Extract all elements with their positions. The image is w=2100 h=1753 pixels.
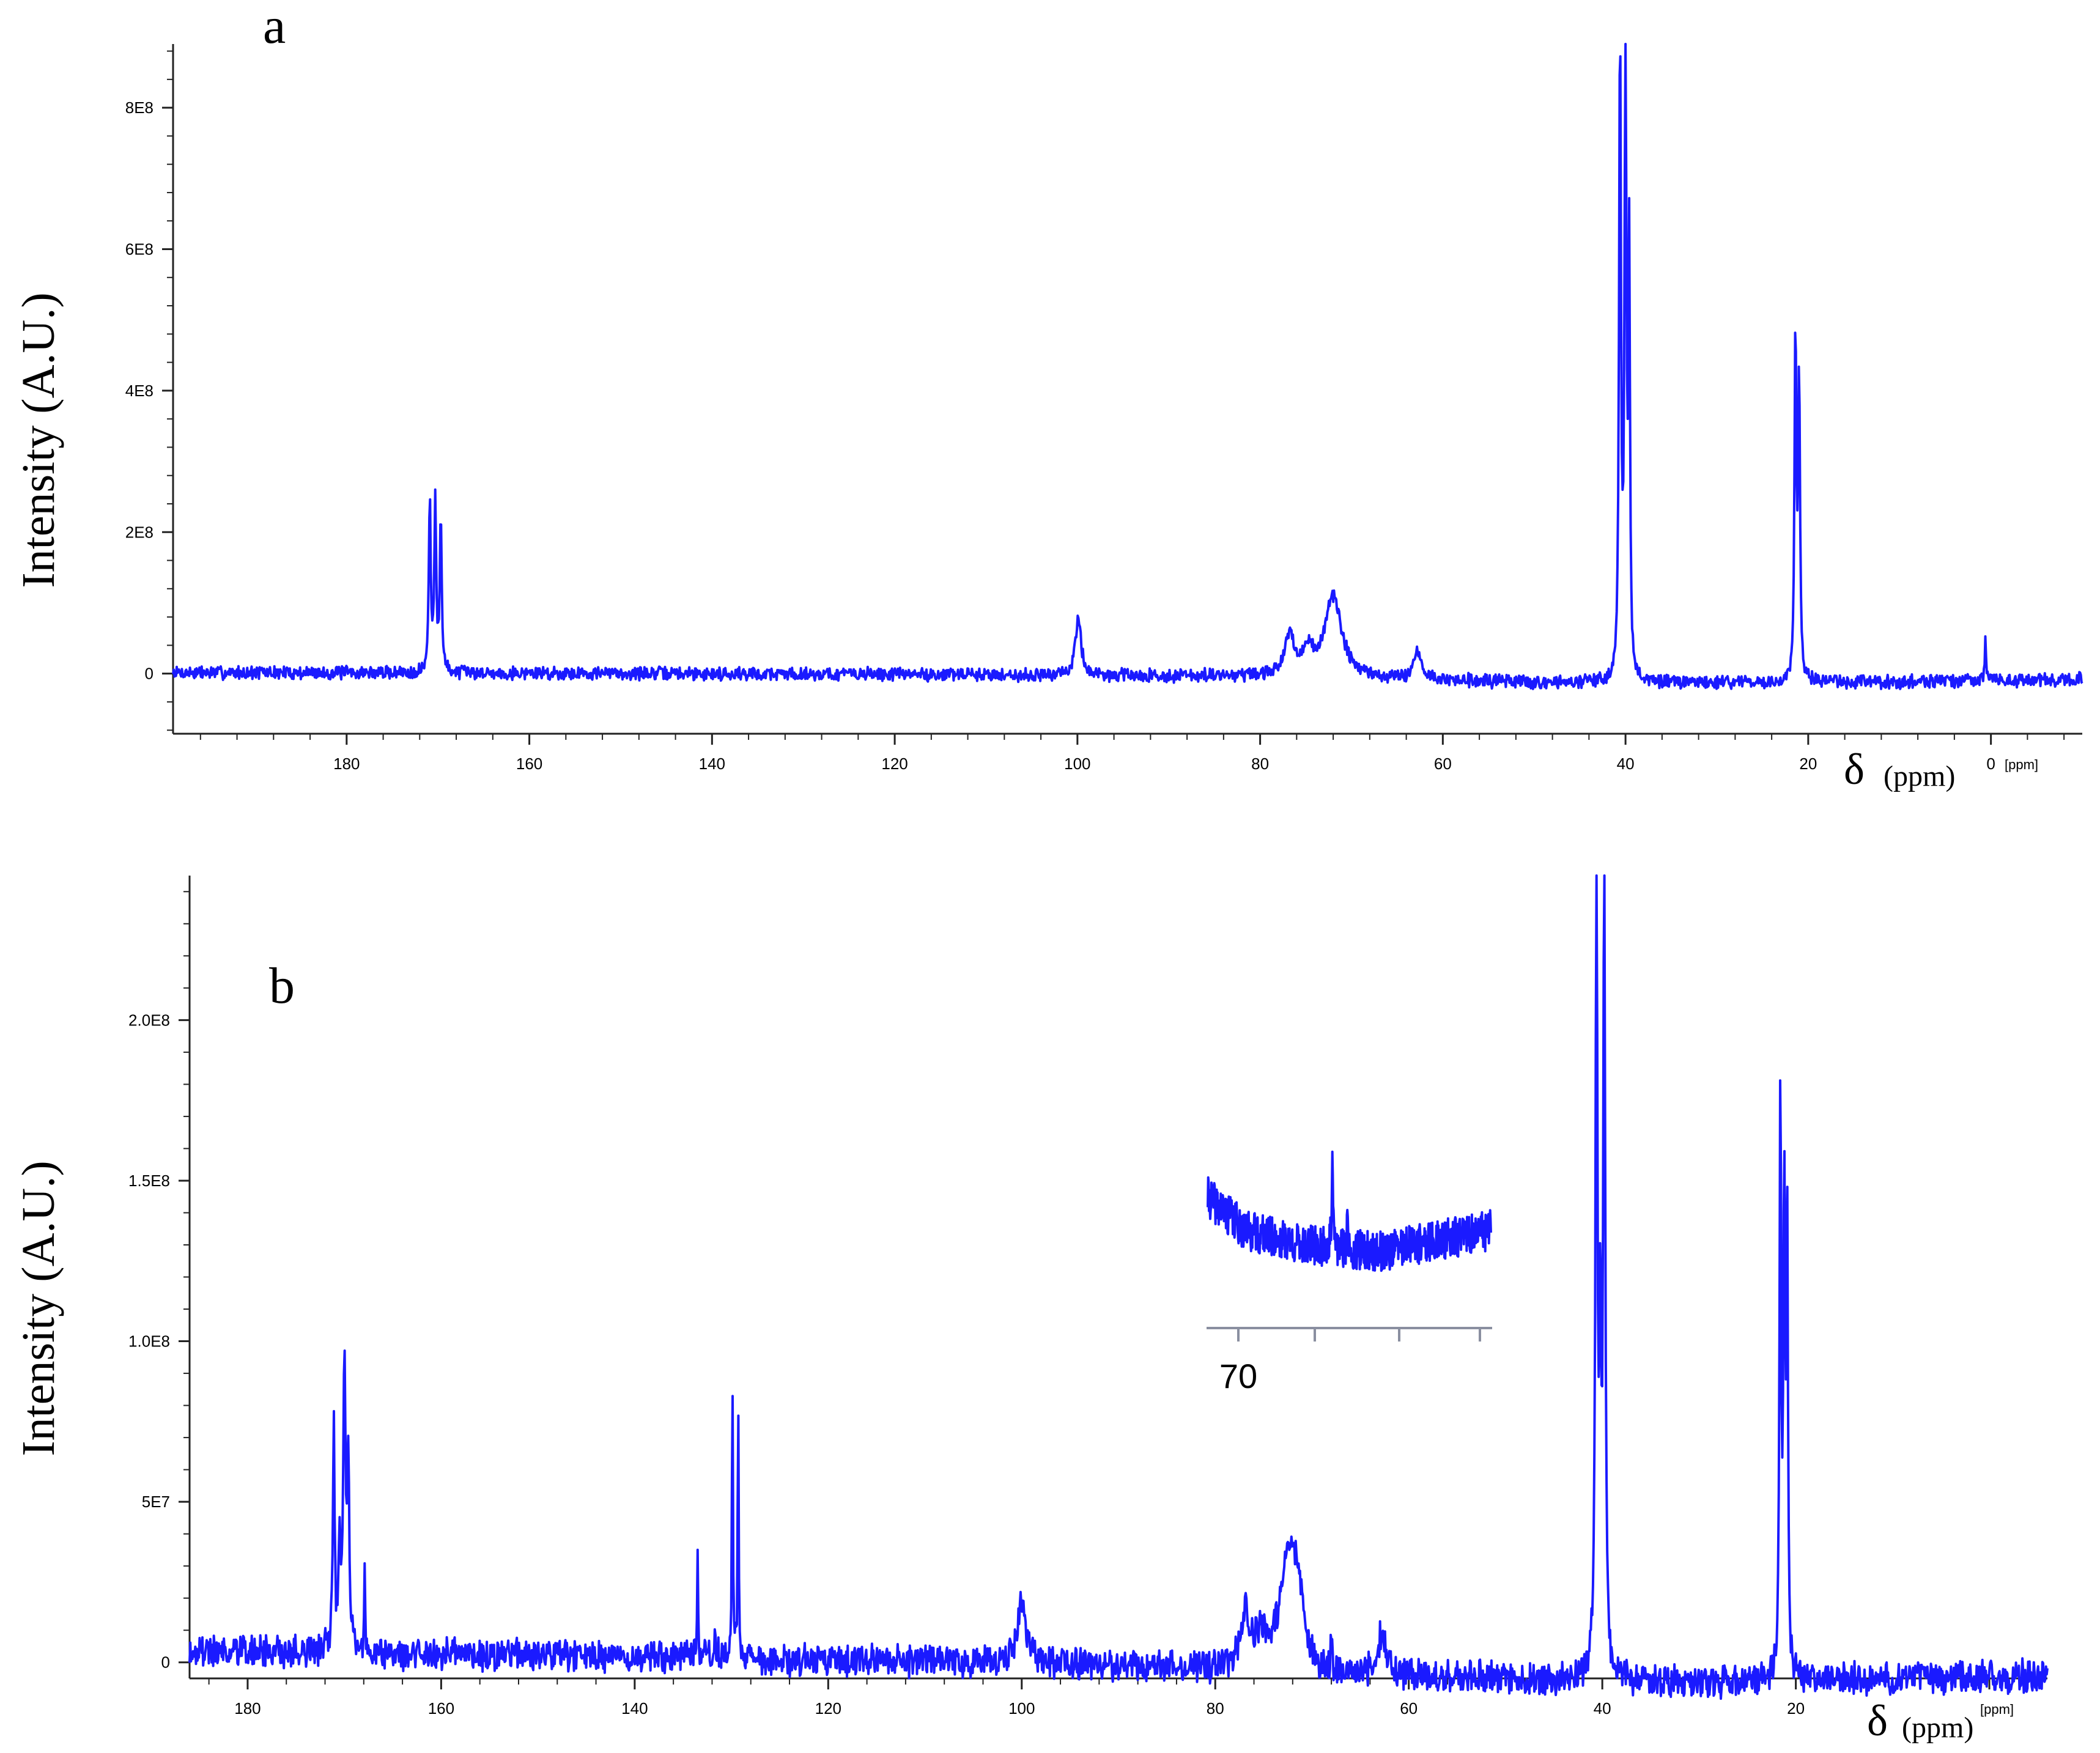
- y-tick-label: 2E8: [125, 523, 153, 541]
- panel-label-b: b: [269, 958, 295, 1014]
- spectrum-panel-b: b Intensity (A.U.) 0 5E7 1.0E8 1.5E8 2.0E8 18…: [13, 874, 2049, 1745]
- inset-x-axis: [1207, 1327, 1492, 1342]
- y-tick-label: 1.5E8: [128, 1172, 170, 1190]
- x-tick-label: 80: [1207, 1699, 1224, 1718]
- x-axis-delta-a: δ: [1844, 745, 1865, 794]
- x-tick-label: 100: [1064, 755, 1090, 773]
- x-tick-label: 140: [699, 755, 725, 773]
- panel-label-a: a: [263, 0, 286, 54]
- x-tick-label: 160: [516, 755, 542, 773]
- y-tick-label: 8E8: [125, 98, 153, 117]
- x-unit-tick-label: [ppm]: [2005, 757, 2038, 772]
- x-axis-unit-a: (ppm): [1884, 760, 1955, 792]
- y-axis-label-a: Intensity (A.U.): [13, 292, 64, 588]
- x-tick-label: 40: [1594, 1699, 1611, 1718]
- y-tick-label: 5E7: [142, 1493, 170, 1511]
- axes-b: 0 5E7 1.0E8 1.5E8 2.0E8 180 160 140 120 100 80 60 40…: [128, 876, 2047, 1718]
- x-axis-title-a: δ (ppm): [1844, 745, 1955, 794]
- spectrum-line-b: [188, 874, 2049, 1700]
- spectrum-line-a: [172, 43, 2083, 690]
- x-tick-label: 60: [1400, 1699, 1418, 1718]
- x-tick-label: 120: [881, 755, 908, 773]
- x-tick-label: 180: [234, 1699, 261, 1718]
- y-tick-label: 2.0E8: [128, 1011, 170, 1029]
- x-tick-label: 20: [1787, 1699, 1805, 1718]
- spectrum-panel-a: a Intensity (A.U.) 0 2E8 4E8 6E8 8E8 180 160 14…: [13, 0, 2083, 794]
- x-tick-label: 140: [621, 1699, 648, 1718]
- y-tick-label: 0: [161, 1653, 170, 1672]
- x-tick-label: 0: [1986, 755, 1995, 773]
- x-tick-label: 120: [815, 1699, 841, 1718]
- x-axis-delta-b: δ: [1867, 1696, 1888, 1745]
- x-axis-title-b: δ (ppm): [1867, 1696, 1973, 1745]
- x-tick-label: 60: [1434, 755, 1452, 773]
- x-tick-label: 80: [1251, 755, 1269, 773]
- x-tick-label: 180: [333, 755, 360, 773]
- y-axis-label-b: Intensity (A.U.): [13, 1161, 64, 1456]
- x-tick-label: 40: [1617, 755, 1635, 773]
- x-tick-label: 160: [428, 1699, 454, 1718]
- y-tick-label: 0: [145, 665, 153, 683]
- inset-zoom: 70: [1207, 1150, 1492, 1395]
- axes-a: 0 2E8 4E8 6E8 8E8 180 160 140 120 100 80 60 40 20 0 [pp…: [125, 44, 2082, 773]
- y-tick-label: 1.0E8: [128, 1332, 170, 1351]
- x-tick-label: 100: [1008, 1699, 1035, 1718]
- x-unit-tick-label: [ppm]: [1980, 1702, 2014, 1717]
- y-tick-label: 6E8: [125, 240, 153, 259]
- x-tick-label: 20: [1799, 755, 1817, 773]
- y-tick-label: 4E8: [125, 382, 153, 400]
- inset-spectrum-line: [1207, 1150, 1492, 1272]
- x-axis-unit-b: (ppm): [1902, 1711, 1973, 1744]
- inset-tick-label-70: 70: [1219, 1357, 1257, 1395]
